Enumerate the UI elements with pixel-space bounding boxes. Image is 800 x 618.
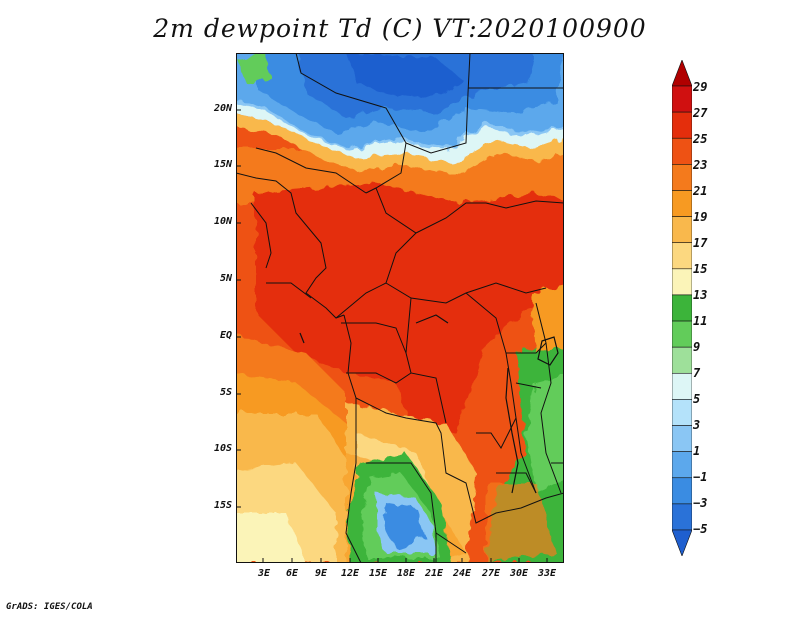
colorbar-segment xyxy=(672,242,692,270)
lon-label-33e: 33E xyxy=(537,568,557,579)
lon-label-21e: 21E xyxy=(424,568,444,579)
lat-label-20n: 20N xyxy=(213,103,232,114)
lon-tick-marks xyxy=(262,558,548,563)
colorbar-segment xyxy=(672,372,692,400)
colorbar-label-17: 17 xyxy=(693,236,708,250)
lon-label-30e: 30E xyxy=(509,568,529,579)
lon-label-27e: 27E xyxy=(481,568,501,579)
colorbar-segment xyxy=(672,268,692,296)
colorbar-segment xyxy=(672,477,692,505)
colorbar-label-neg1: −1 xyxy=(693,470,708,484)
colorbar-label-1: 1 xyxy=(693,444,701,458)
colorbar-segment xyxy=(672,294,692,322)
lon-label-3e: 3E xyxy=(257,568,271,579)
colorbar-segment xyxy=(672,111,692,139)
lat-label-15n: 15N xyxy=(213,159,232,170)
chart-title: 2m dewpoint Td (C) VT:2020100900 xyxy=(153,14,647,43)
colorbar-segment xyxy=(672,451,692,479)
colorbar-label-5: 5 xyxy=(693,392,701,406)
dewpoint-map xyxy=(236,53,564,563)
lon-label-24e: 24E xyxy=(452,568,472,579)
colorbar-label-3: 3 xyxy=(693,418,701,432)
lat-label-10n: 10N xyxy=(213,216,232,227)
colorbar-segment xyxy=(672,503,692,531)
colorbar-segment xyxy=(672,399,692,426)
colorbar xyxy=(672,60,692,556)
country-boundaries xyxy=(236,53,564,563)
lat-label-5n: 5N xyxy=(219,273,232,284)
colorbar-label-19: 19 xyxy=(693,210,708,224)
colorbar-label-21: 21 xyxy=(693,184,708,198)
colorbar-segment xyxy=(672,60,692,87)
colorbar-label-27: 27 xyxy=(693,106,708,120)
colorbar-label-7: 7 xyxy=(693,366,701,380)
colorbar-label-13: 13 xyxy=(693,288,708,302)
colorbar-label-25: 25 xyxy=(693,132,708,146)
colorbar-segment xyxy=(672,190,692,217)
colorbar-label-23: 23 xyxy=(693,158,708,172)
colorbar-segment xyxy=(672,164,692,191)
lon-label-6e: 6E xyxy=(285,568,299,579)
southern-dry-patch xyxy=(384,503,426,548)
lat-label-15s: 15S xyxy=(213,500,232,511)
credit-text: GrADS: IGES/COLA xyxy=(6,602,93,612)
map-frame xyxy=(236,53,564,563)
colorbar-label-neg5: −5 xyxy=(693,522,708,536)
colorbar-segment xyxy=(672,346,692,374)
lat-label-eq: EQ xyxy=(219,330,232,341)
lon-label-9e: 9E xyxy=(314,568,328,579)
colorbar-segment xyxy=(672,137,692,165)
lakes xyxy=(299,314,559,494)
colorbar-label-15: 15 xyxy=(693,262,708,276)
lat-label-5s: 5S xyxy=(219,387,232,398)
colorbar-label-9: 9 xyxy=(693,340,701,354)
dewpoint-fields xyxy=(236,53,564,563)
colorbar-segment xyxy=(672,425,692,452)
colorbar-label-neg3: −3 xyxy=(693,496,708,510)
lon-label-18e: 18E xyxy=(396,568,416,579)
lon-label-15e: 15E xyxy=(368,568,388,579)
colorbar-segment xyxy=(672,529,692,556)
lat-label-10s: 10S xyxy=(213,443,232,454)
lat-tick-marks xyxy=(236,109,241,508)
colorbar-segment xyxy=(672,85,692,113)
lon-label-12e: 12E xyxy=(340,568,360,579)
colorbar-label-11: 11 xyxy=(693,314,708,328)
colorbar-label-29: 29 xyxy=(693,80,708,94)
colorbar-segment xyxy=(672,320,692,348)
colorbar-segment xyxy=(672,216,692,244)
